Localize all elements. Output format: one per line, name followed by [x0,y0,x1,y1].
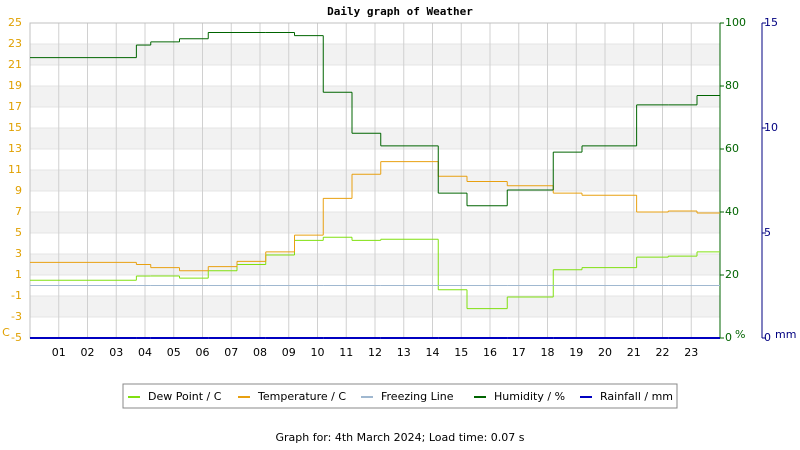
x-tick-label: 11 [339,346,353,359]
y-tick-label: 21 [8,58,22,71]
y-tick-label: 13 [8,142,22,155]
x-tick-label: 02 [81,346,95,359]
x-tick-label: 07 [224,346,238,359]
y2-tick-label: 100 [725,16,746,29]
x-tick-label: 20 [598,346,612,359]
footer: Graph for: 4th March 2024; Load time: 0.… [275,431,524,444]
y-tick-label: 11 [8,163,22,176]
x-tick-label: 03 [109,346,123,359]
x-tick-label: 21 [627,346,641,359]
y-unit: C [2,326,10,339]
legend-label: Freezing Line [381,390,454,403]
x-tick-label: 17 [512,346,526,359]
y-tick-label: 9 [15,184,22,197]
y2-tick-label: 20 [725,268,739,281]
y3-tick-label: 0 [764,331,771,344]
y-tick-label: 17 [8,100,22,113]
y-tick-label: 1 [15,268,22,281]
x-tick-label: 13 [397,346,411,359]
legend-label: Humidity / % [494,390,565,403]
y-tick-label: -3 [11,310,22,323]
y-tick-label: 3 [15,247,22,260]
x-tick-label: 22 [656,346,670,359]
y2-tick-label: 0 [725,331,732,344]
legend-label: Dew Point / C [148,390,222,403]
legend-label: Temperature / C [257,390,346,403]
x-tick-label: 19 [569,346,583,359]
y-tick-label: 23 [8,37,22,50]
x-tick-label: 06 [196,346,210,359]
y-tick-label: 7 [15,205,22,218]
y2-unit: % [735,328,745,341]
x-tick-label: 10 [311,346,325,359]
y-tick-label: -1 [11,289,22,302]
x-tick-label: 16 [483,346,497,359]
x-tick-label: 05 [167,346,181,359]
y-tick-label: 15 [8,121,22,134]
y-tick-label: 25 [8,16,22,29]
y-tick-label: -5 [11,331,22,344]
x-tick-label: 23 [684,346,698,359]
x-tick-label: 09 [282,346,296,359]
y2-tick-label: 80 [725,79,739,92]
x-tick-label: 14 [426,346,440,359]
y3-unit: mm [775,328,796,341]
y3-tick-label: 15 [764,16,778,29]
y2-tick-label: 40 [725,205,739,218]
x-tick-label: 01 [52,346,66,359]
y-tick-label: 19 [8,79,22,92]
x-tick-label: 12 [368,346,382,359]
y3-tick-label: 10 [764,121,778,134]
chart-title: Daily graph of Weather [327,5,473,18]
x-tick-label: 04 [138,346,152,359]
x-tick-label: 18 [541,346,555,359]
y2-tick-label: 60 [725,142,739,155]
x-tick-label: 08 [253,346,267,359]
y3-tick-label: 5 [764,226,771,239]
y-tick-label: 5 [15,226,22,239]
x-tick-label: 15 [454,346,468,359]
legend-label: Rainfall / mm [600,390,673,403]
